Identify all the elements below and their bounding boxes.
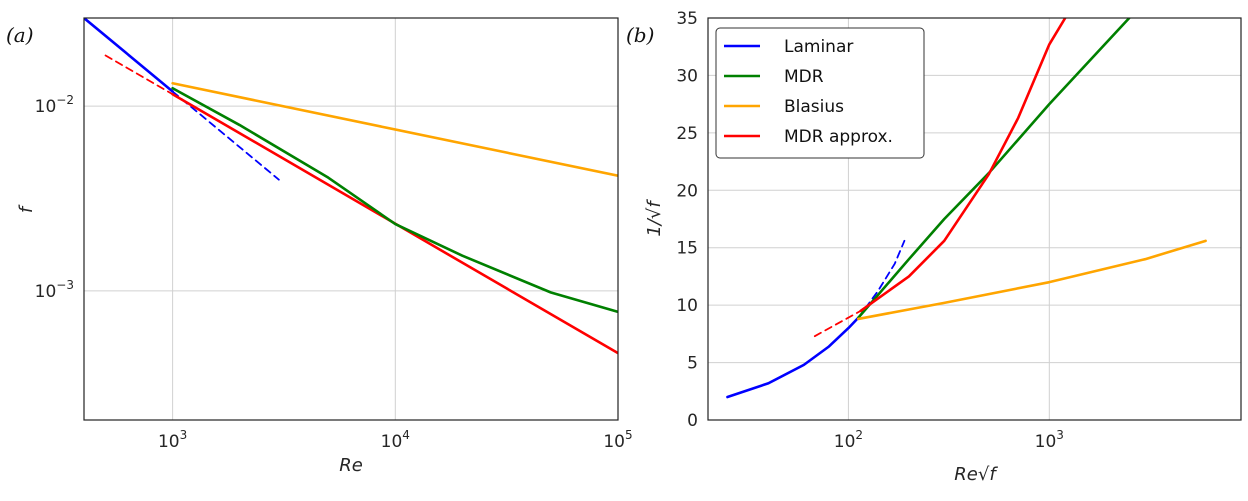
chart-panel-b: 102 103 0 5 10 15 20 25 30 35 Re√f 1/√f (b) Lami… (626, 9, 1242, 485)
legend-label-mdr-approx: MDR approx. (784, 127, 893, 147)
grid (84, 18, 618, 420)
y-axis-label: f (16, 204, 37, 213)
legend: Laminar MDR Blasius MDR approx. (715, 27, 925, 159)
y-tick-label: 20 (676, 181, 698, 201)
y-tick-label: 25 (676, 124, 698, 144)
legend-label-blasius: Blasius (784, 97, 844, 117)
y-axis-label: 1/√f (644, 199, 665, 237)
series-line-blasius (856, 239, 1207, 321)
x-tick-label: 103 (1035, 428, 1064, 452)
panel-label: (a) (6, 23, 34, 47)
series-line-ext-4 (171, 86, 618, 314)
series-line-ext-1 (171, 90, 280, 181)
y-tick-label: 0 (687, 411, 698, 431)
legend-label-laminar: Laminar (784, 37, 853, 57)
y-tick-labels: 0 5 10 15 20 25 30 35 (676, 9, 698, 431)
y-tick-labels: 10−3 10−2 (35, 93, 74, 302)
y-tick-label: 15 (676, 239, 698, 259)
series-line-ext-2 (104, 54, 174, 96)
x-tick-labels: 103 104 105 (158, 428, 633, 452)
x-tick-label: 105 (603, 428, 632, 452)
series-line-mdr-approx- (859, 18, 1067, 313)
x-tick-label: 104 (381, 428, 410, 452)
x-tick-labels: 102 103 (834, 428, 1064, 452)
legend-box (715, 27, 925, 159)
series-line-ext-4 (813, 309, 862, 338)
chart-panel-a: 103 104 105 10−3 10−2 Re f (a) (6, 17, 633, 476)
grid (708, 18, 1241, 420)
y-tick-label: 30 (676, 66, 698, 86)
plot-frame (83, 17, 619, 421)
x-axis-label: Re√f (954, 464, 998, 485)
plot-frame (707, 17, 1242, 421)
x-axis-label: Re (339, 455, 363, 476)
series-line-laminar (726, 316, 860, 399)
series-line-ext-0 (84, 18, 174, 93)
series-line-ext-5 (171, 81, 618, 178)
series-group (84, 18, 618, 355)
y-tick-label: 5 (687, 354, 698, 374)
series-line-mdr (856, 18, 1131, 320)
legend-label-mdr: MDR (784, 67, 824, 87)
panel-label: (b) (626, 23, 654, 47)
y-tick-label: 35 (676, 9, 698, 29)
y-tick-label: 10 (676, 296, 698, 316)
y-tick-label: 10−2 (35, 93, 74, 117)
x-tick-label: 102 (834, 428, 863, 452)
y-tick-label: 10−3 (35, 278, 74, 302)
series-group (726, 18, 1207, 399)
x-tick-label: 103 (158, 428, 187, 452)
